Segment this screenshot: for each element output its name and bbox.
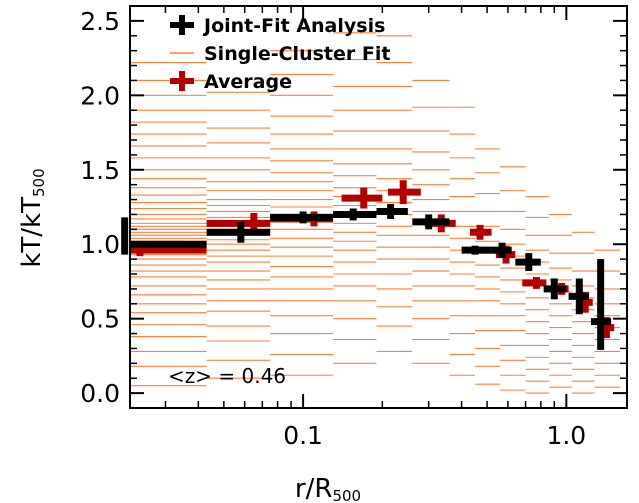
y-tick-label: 0.5 bbox=[80, 305, 120, 334]
joint-fit-point bbox=[270, 211, 334, 224]
legend: Joint-Fit Analysis Single-Cluster Fit Av… bbox=[170, 15, 390, 93]
joint-fit-point bbox=[543, 278, 567, 300]
plot-frame bbox=[129, 5, 628, 409]
joint-fit-series bbox=[121, 204, 612, 350]
x-axis-title: r/R500 bbox=[295, 474, 361, 503]
y-tick-label: 2.5 bbox=[80, 7, 120, 36]
average-point bbox=[387, 180, 421, 205]
x-tick-label: 0.1 bbox=[283, 421, 323, 450]
legend-marker-joint-fit bbox=[170, 15, 194, 35]
joint-fit-point bbox=[491, 242, 512, 258]
y-axis-title: kT/kT500 bbox=[17, 168, 48, 267]
joint-fit-point bbox=[333, 208, 377, 221]
y-axis-title-main: kT/kT bbox=[17, 197, 47, 268]
legend-marker-average bbox=[170, 71, 194, 91]
x-axis-title-main: r/R bbox=[295, 474, 333, 503]
redshift-annotation: <z> = 0.46 bbox=[168, 364, 286, 388]
y-tick-label: 0.0 bbox=[80, 379, 120, 408]
joint-fit-point bbox=[412, 214, 450, 230]
average-series bbox=[131, 180, 615, 339]
joint-fit-point bbox=[376, 204, 408, 219]
legend-label-average: Average bbox=[204, 71, 292, 93]
joint-fit-point bbox=[568, 278, 590, 315]
joint-fit-point bbox=[206, 221, 271, 243]
joint-fit-point bbox=[590, 259, 612, 350]
legend-label-joint-fit: Joint-Fit Analysis bbox=[202, 15, 385, 37]
y-axis-title-sub: 500 bbox=[30, 168, 48, 197]
average-point bbox=[522, 276, 547, 289]
y-tick-label: 2.0 bbox=[80, 81, 120, 110]
x-tick-label: 1.0 bbox=[546, 421, 586, 450]
joint-fit-point bbox=[515, 253, 541, 272]
average-point bbox=[469, 224, 492, 240]
legend-label-single-cluster: Single-Cluster Fit bbox=[204, 43, 390, 65]
joint-fit-point bbox=[461, 245, 492, 255]
average-point bbox=[341, 187, 383, 209]
y-tick-label: 1.5 bbox=[80, 156, 120, 185]
y-tick-label: 1.0 bbox=[80, 230, 120, 259]
x-axis-title-sub: 500 bbox=[332, 487, 361, 503]
axis-ticks: 0.0 0.5 1.0 1.5 2.0 2.5 0.1 1.0 bbox=[80, 6, 627, 450]
